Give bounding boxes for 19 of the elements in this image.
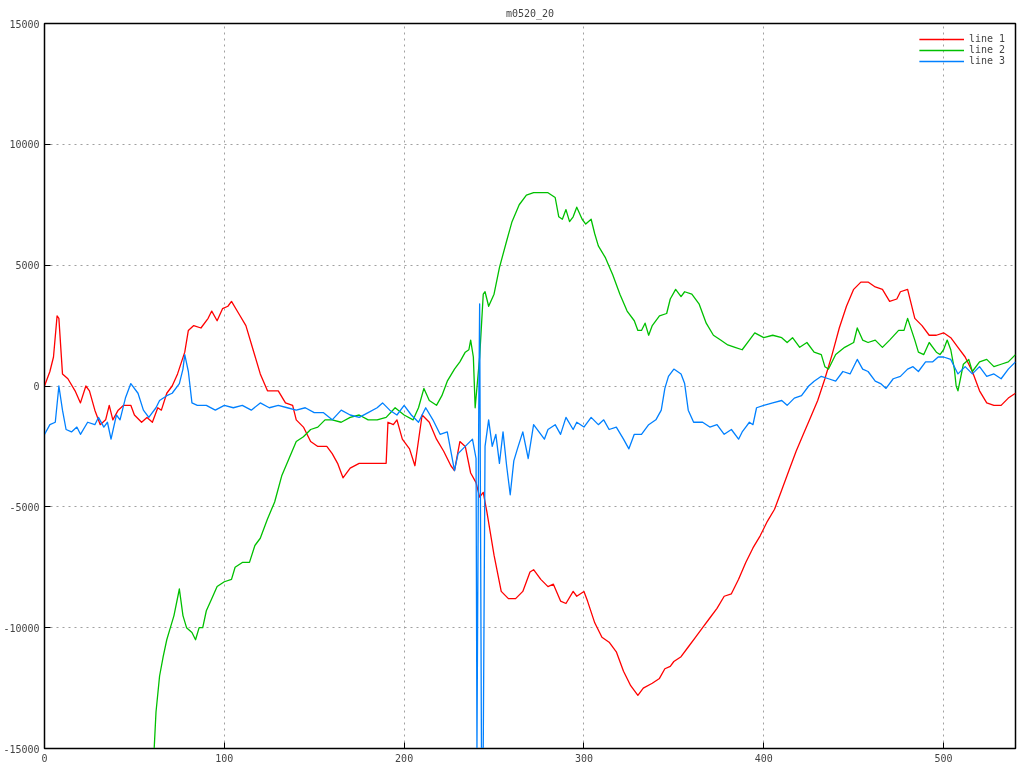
x-tick-label: 300 <box>574 752 593 764</box>
y-tick-label: -10000 <box>3 622 40 634</box>
legend-label: line 2 <box>968 44 1005 55</box>
line-series <box>153 192 1016 749</box>
y-tick-label: 5000 <box>15 260 40 272</box>
x-tick-label: 200 <box>395 752 414 764</box>
x-tick-label: 400 <box>754 752 773 764</box>
legend-label: line 3 <box>968 55 1005 66</box>
y-tick-label: 15000 <box>9 18 40 30</box>
line-series <box>44 281 1016 696</box>
chart-title: m0520_20 <box>505 7 555 20</box>
legend-label: line 1 <box>968 33 1005 44</box>
x-tick-label: 0 <box>41 752 48 764</box>
y-tick-label: 0 <box>33 381 40 392</box>
x-tick-label: 100 <box>215 752 234 764</box>
x-tick-label: 500 <box>934 752 953 764</box>
y-tick-label: -15000 <box>3 743 40 755</box>
y-tick-label: -5000 <box>9 501 40 513</box>
y-tick-label: 10000 <box>9 139 40 151</box>
